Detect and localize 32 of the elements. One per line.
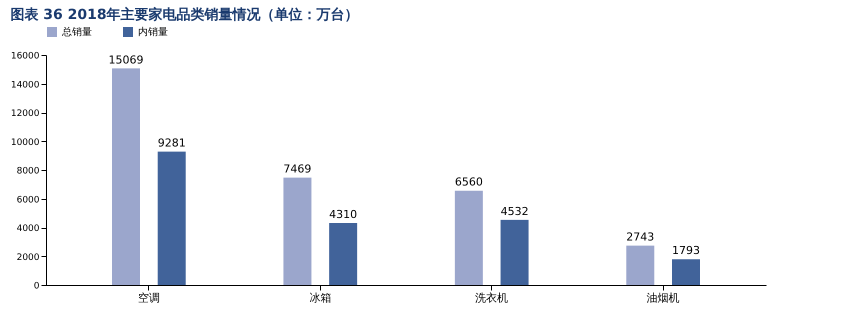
data-label: 2743 (626, 230, 654, 244)
legend-label: 内销量 (138, 26, 168, 38)
y-tick-label: 10000 (10, 138, 40, 148)
data-label: 7469 (283, 162, 312, 176)
bar (626, 246, 654, 285)
data-label: 9281 (158, 136, 186, 150)
bar (283, 178, 312, 285)
y-tick-label: 0 (34, 282, 40, 292)
data-label: 4310 (329, 208, 358, 222)
bar (454, 190, 483, 285)
y-tick-label: 6000 (16, 195, 40, 206)
y-tick-label: 2000 (16, 252, 40, 263)
bar (112, 68, 140, 285)
y-tick-label: 12000 (10, 109, 40, 119)
bar (500, 220, 529, 285)
x-tick-label: 冰箱 (309, 292, 332, 304)
data-label: 6560 (454, 176, 483, 189)
y-tick-label: 14000 (10, 80, 40, 90)
x-tick-label: 洗衣机 (475, 292, 508, 304)
data-label: 15069 (108, 53, 144, 66)
bar (158, 152, 186, 285)
y-tick-label: 8000 (16, 166, 40, 176)
data-label: 1793 (672, 244, 700, 258)
x-tick-label: 油烟机 (646, 292, 680, 304)
bar (672, 259, 700, 285)
x-tick-label: 空调 (138, 292, 160, 304)
data-label: 4532 (500, 204, 529, 218)
y-tick-label: 16000 (10, 52, 40, 62)
chart-title: 图表 36 2018年主要家电品类销量情况（单位：万台） (10, 6, 359, 23)
legend-label: 总销量 (61, 26, 92, 38)
y-tick-label: 4000 (16, 224, 40, 234)
bar (329, 223, 358, 285)
